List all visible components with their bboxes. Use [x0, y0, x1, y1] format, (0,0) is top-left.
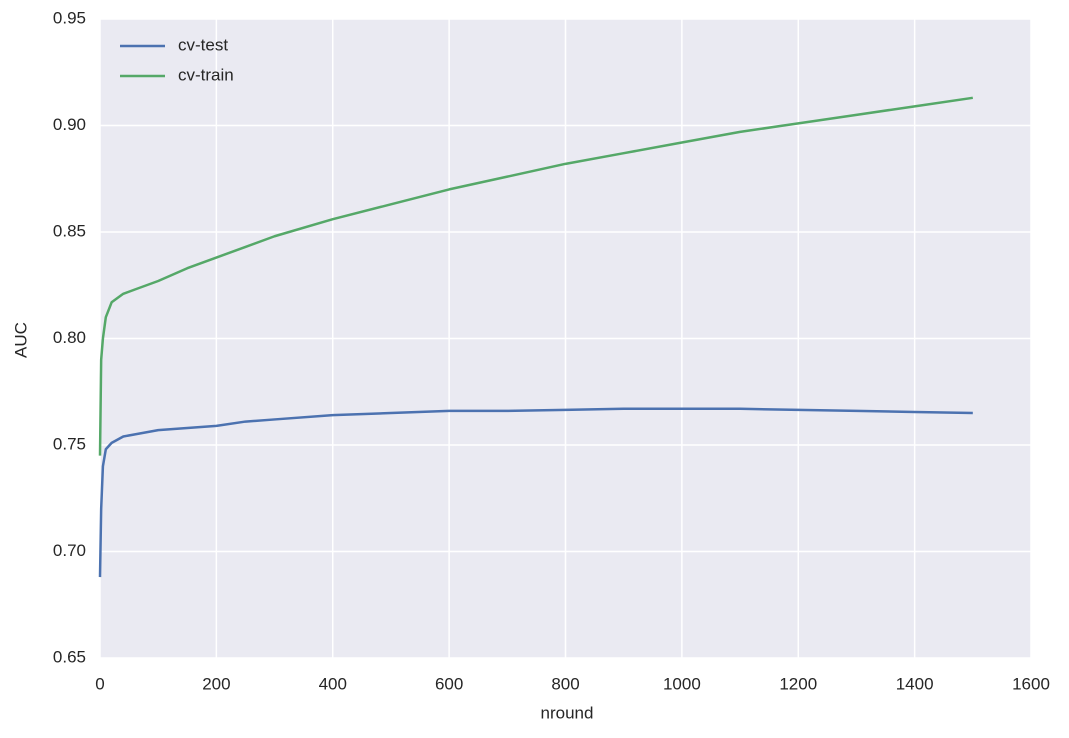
x-tick-label: 1200 — [779, 674, 817, 693]
x-tick-label: 0 — [95, 674, 104, 693]
y-tick-label: 0.80 — [53, 328, 86, 347]
y-tick-label: 0.70 — [53, 541, 86, 560]
y-tick-label: 0.95 — [53, 8, 86, 27]
x-tick-label: 1600 — [1012, 674, 1050, 693]
x-tick-label: 800 — [551, 674, 579, 693]
grid — [99, 18, 1032, 659]
x-tick-label: 200 — [202, 674, 230, 693]
y-tick-label: 0.90 — [53, 115, 86, 134]
x-tick-label: 600 — [435, 674, 463, 693]
legend-label: cv-test — [178, 35, 228, 54]
x-tick-label: 1000 — [663, 674, 701, 693]
legend-label: cv-train — [178, 65, 234, 84]
series-line — [98, 407, 973, 578]
x-axis-label: nround — [541, 703, 594, 722]
y-tick-label: 0.75 — [53, 434, 86, 453]
x-tick-label: 1400 — [896, 674, 934, 693]
x-tick-label: 400 — [319, 674, 347, 693]
y-tick-label: 0.85 — [53, 221, 86, 240]
y-tick-label: 0.65 — [53, 647, 86, 666]
y-axis-label: AUC — [11, 322, 30, 358]
marks — [98, 96, 973, 578]
series-line — [98, 96, 973, 456]
